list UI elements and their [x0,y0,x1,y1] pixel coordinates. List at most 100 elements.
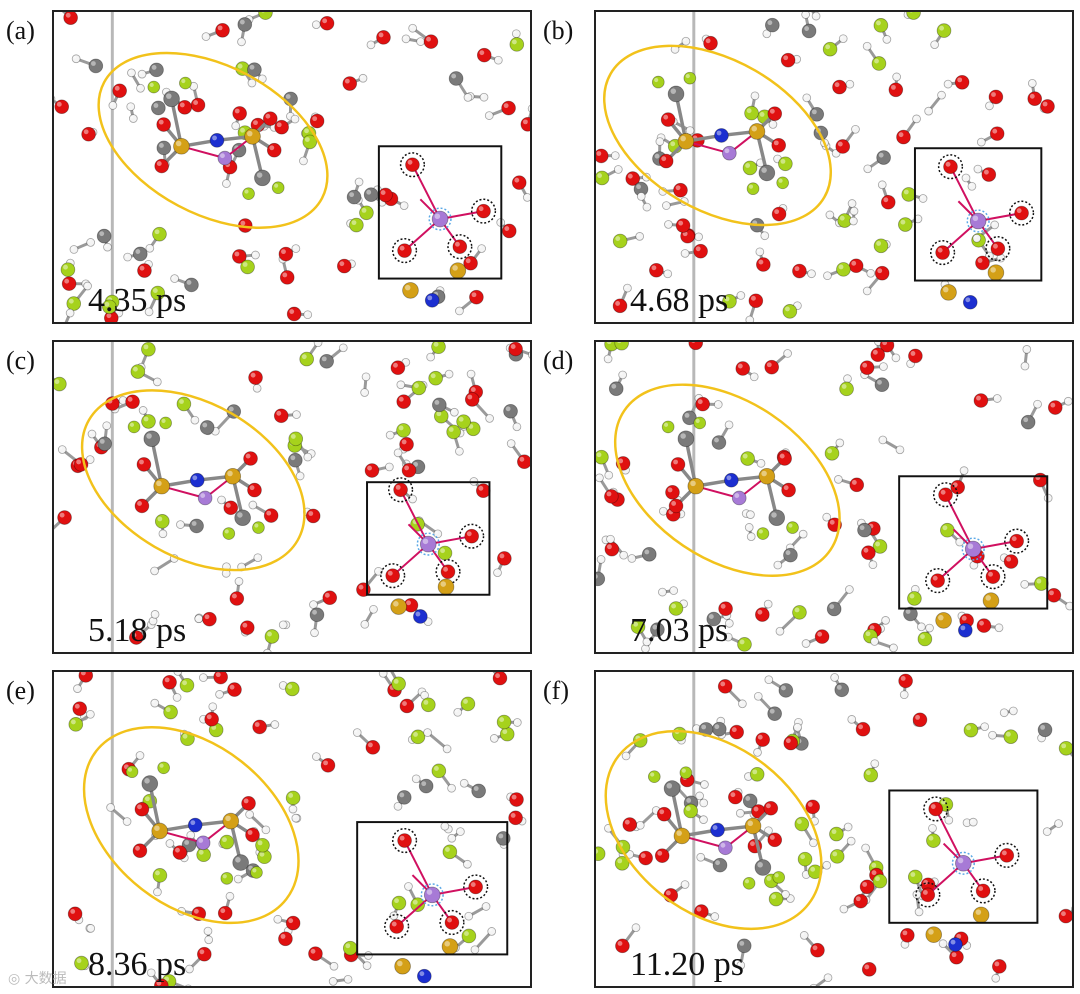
hydrogen-atom [847,715,857,724]
hydrogen-atom-highlight [813,13,817,17]
hydrogen-atom-highlight [254,385,258,389]
sulfur-atom [687,477,705,495]
hydrogen-atom [642,202,652,212]
hydrogen-atom-highlight [605,825,609,829]
oxygen-atom-highlight [64,278,70,284]
oxygen-atom-highlight [106,313,112,319]
fluorine-atom [446,424,461,440]
hydrogen-atom [861,843,870,853]
oxygen-atom [475,483,491,499]
dotted-circle-center [966,209,990,233]
carbon-atom [141,775,159,792]
hydrogen-atom-highlight [87,239,91,243]
oxygen-atom-highlight [1011,536,1017,542]
hydrogen-atom-highlight [456,308,460,311]
hydrogen-atom-highlight [130,115,134,119]
fluorine-atom [465,421,481,437]
carbon-atom [677,430,695,448]
carbon-atom [254,169,271,187]
hydrogen-atom [522,193,530,202]
carbon-atom-highlight [498,833,504,839]
hydrogen-atom [459,778,469,788]
carbon-atom-highlight [781,685,786,691]
hydrogen-atom-highlight [227,893,230,897]
hydrogen-atom-highlight [787,545,791,548]
oxygen-atom-highlight [661,156,667,162]
hydrogen-atom-highlight [989,732,993,736]
hydrogen-atom-highlight [280,622,284,625]
hydrogen-atom [71,54,81,64]
oxygen-atom [896,129,911,145]
carbon-atom [234,509,251,527]
oxygen-atom-highlight [992,128,998,134]
oxygen-atom [252,719,267,735]
sulfur-atom-highlight [404,284,411,291]
hydrogen-atom-highlight [757,249,760,252]
oxygen-atom-highlight [231,593,237,599]
oxygen-atom-highlight [720,681,726,687]
hydrogen-atom [122,817,132,826]
hydrogen-atom-highlight [409,25,413,29]
hydrogen-atom [528,351,530,359]
nitrogen-atom-highlight [192,475,198,481]
fluorine-atom-highlight [351,220,357,226]
carbon-atom-highlight [144,778,150,784]
hydrogen-atom-highlight [703,36,707,39]
hydrogen-atom [86,924,96,933]
coordination-bond [937,548,974,582]
oxygen-atom [976,618,992,633]
hydrogen-atom-highlight [946,817,949,821]
fluorine-atom-highlight [615,236,621,242]
fluorine-atom-highlight [290,433,296,439]
fluorine-atom [68,717,84,732]
hydrogen-atom-highlight [507,794,511,797]
oxygen-atom-highlight [127,396,133,402]
hydrogen-atom-highlight [190,83,194,87]
fluorine-atom-highlight [825,44,831,50]
hydrogen-atom-highlight [925,108,929,112]
carbon-atom [132,246,148,262]
hydrogen-atom-highlight [472,946,475,950]
oxygen-atom-highlight [281,249,286,255]
fluorine-atom-highlight [463,699,468,704]
oxygen-atom-highlight [193,100,199,106]
oxygen-atom-highlight [862,362,868,368]
hydrogen-atom-highlight [137,752,141,756]
fluorine-atom [288,431,304,447]
oxygen-atom-highlight [945,161,951,167]
hydrogen-atom-highlight [380,672,384,674]
fluorine-atom-highlight [152,288,158,293]
carbon-atom-highlight [399,792,405,798]
oxygen-atom-highlight [606,491,612,497]
hydrogen-atom-highlight [803,640,807,644]
fluorine-atom-highlight [499,717,505,723]
fluorine-atom [60,262,76,277]
oxygen-atom-highlight [678,220,684,226]
hydrogen-atom-highlight [1029,80,1033,84]
hydrogen-atom-highlight [444,746,448,749]
hydrogen-atom [145,243,155,253]
fluorine-atom-highlight [900,219,906,225]
hydrogen-atom-highlight [657,138,660,142]
hydrogen-atom-highlight [870,561,873,565]
fluorine-atom [901,187,917,202]
oxygen-atom-highlight [807,802,813,807]
nitrogen-atom [424,292,440,308]
oxygen-atom-highlight [367,465,372,471]
oxygen-atom-highlight [399,245,405,251]
oxygen-atom-highlight [269,145,275,151]
nitrogen-atom-highlight [960,625,966,631]
watermark-logo: ◎ 大数据 [8,971,67,987]
dotted-circle [915,882,941,908]
oxygen-atom-highlight [240,220,246,226]
oxygen-atom-highlight [234,108,240,114]
oxygen-atom-highlight [344,78,350,84]
sulfur-atom [758,467,776,485]
fluorine-atom [683,803,698,819]
hydrogen-atom [511,29,521,39]
oxygen-atom [973,393,989,408]
hydrogen-atom [85,455,95,464]
carbon-atom [801,23,817,39]
hydrogen-atom-highlight [145,261,149,265]
hydrogen-atom [401,34,411,44]
